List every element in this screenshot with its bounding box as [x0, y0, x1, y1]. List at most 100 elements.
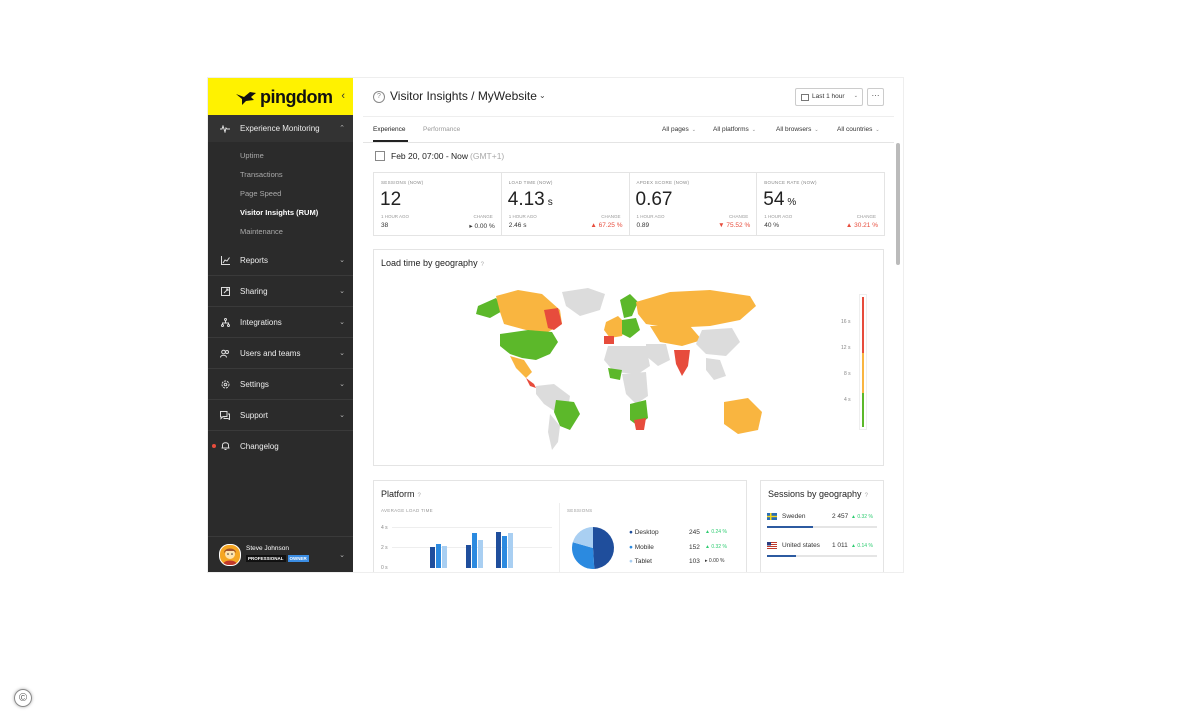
share-track — [767, 555, 877, 557]
legend-tick: 12 s — [841, 345, 851, 351]
subnav-transactions[interactable]: Transactions — [240, 170, 283, 179]
filter-label: All platforms — [713, 126, 749, 133]
stat-value: 4.13 s — [508, 189, 553, 211]
scrollbar[interactable] — [896, 143, 900, 265]
chat-icon — [220, 410, 230, 420]
stat-label: BOUNCE RATE (NOW) — [764, 180, 817, 185]
header: ? Visitor Insights / MyWebsite ⌄ Last 1 … — [353, 78, 903, 116]
change-value: 0.24 % — [711, 529, 727, 535]
stat-number: 4.13 — [507, 189, 545, 210]
change-value: 67.25 % — [598, 222, 623, 229]
chart-icon — [220, 255, 230, 265]
nav-sharing[interactable]: Sharing ⌄ — [208, 278, 353, 304]
user-menu[interactable]: Steve Johnson PROFESSIONAL OWNER ⌄ — [208, 536, 353, 572]
platform-name: Mobile — [634, 543, 654, 551]
sweden-flag-icon — [767, 513, 777, 520]
legend-tick: 16 s — [841, 319, 851, 325]
chevron-down-icon: ⌄ — [875, 127, 880, 133]
nav-support[interactable]: Support ⌄ — [208, 402, 353, 428]
subnav-visitor-insights[interactable]: Visitor Insights (RUM) — [240, 208, 319, 217]
map-region-alaska — [476, 298, 504, 318]
nav-settings[interactable]: Settings ⌄ — [208, 371, 353, 397]
legend-dot: ● — [629, 529, 635, 536]
stat-cell: BOUNCE RATE (NOW) 54% 1 HOUR AGO 40 % CHANGE… — [757, 173, 884, 235]
filter-label: All countries — [837, 126, 873, 133]
divider — [208, 306, 353, 307]
usa-flag-icon — [767, 542, 777, 549]
platform-sessions: 103 — [689, 558, 700, 565]
change-arrow-icon: ▲ — [705, 543, 712, 550]
subnav-maintenance[interactable]: Maintenance — [240, 227, 283, 236]
platform-bar — [502, 536, 507, 568]
experience-submenu: Uptime Transactions Page Speed Visitor I… — [208, 142, 353, 247]
pingdom-logo[interactable]: pingdom — [236, 87, 333, 108]
stat-change-label: CHANGE — [856, 214, 876, 219]
chevron-down-icon: ⌄ — [339, 257, 345, 264]
platform-change: ▸ 0.00 % — [705, 558, 724, 564]
map-region-scandinavia — [620, 294, 638, 318]
collapse-sidebar-icon[interactable]: ‹ — [341, 90, 345, 102]
stat-previous: 0.89 — [636, 222, 650, 229]
user-name: Steve Johnson — [246, 545, 290, 552]
nav-reports[interactable]: Reports ⌄ — [208, 247, 353, 273]
help-icon[interactable]: ? — [373, 91, 385, 103]
filter-platforms[interactable]: All platforms ⌄ — [713, 126, 756, 133]
logo-bar: pingdom ‹ — [208, 78, 353, 115]
date-range[interactable]: Feb 20, 07:00 - Now (GMT+1) — [375, 151, 504, 161]
divider — [559, 503, 560, 572]
help-icon[interactable]: ? — [480, 262, 484, 268]
chevron-down-icon[interactable]: ⌄ — [539, 91, 546, 100]
nav-users-and-teams[interactable]: Users and teams ⌄ — [208, 340, 353, 366]
tab-experience[interactable]: Experience — [373, 126, 406, 133]
stat-cell: SESSIONS (NOW) 12 1 HOUR AGO 38 CHANGE ▸ 0.00… — [374, 173, 502, 235]
stat-change: ▲ 30.21 % — [846, 222, 878, 229]
subnav-uptime[interactable]: Uptime — [240, 151, 264, 160]
change-arrow-icon: ▸ — [705, 558, 709, 564]
filter-pages[interactable]: All pages ⌄ — [662, 126, 696, 133]
subnav-page-speed[interactable]: Page Speed — [240, 189, 282, 198]
change-value: 75.52 % — [726, 222, 751, 229]
help-icon[interactable]: ? — [864, 493, 868, 499]
stat-previous: 40 % — [764, 222, 780, 229]
platform-bar — [478, 540, 483, 568]
map-region-south-africa — [634, 418, 646, 430]
divider — [208, 368, 353, 369]
stat-value: 0.67 — [636, 189, 676, 211]
stat-cell: APDEX SCORE (NOW) 0.67 1 HOUR AGO 0.89 CHANG… — [630, 173, 758, 235]
active-tab-indicator — [373, 140, 408, 142]
chevron-down-icon: ⌄ — [339, 412, 345, 419]
divider — [208, 399, 353, 400]
world-map[interactable] — [470, 280, 770, 455]
plan-badge: PROFESSIONAL — [246, 555, 286, 562]
platform-bar — [436, 544, 441, 568]
chevron-down-icon: ⌄ — [339, 381, 345, 388]
nav-integrations[interactable]: Integrations ⌄ — [208, 309, 353, 335]
map-region-greenland — [562, 288, 605, 316]
map-region-iberia — [604, 336, 614, 344]
help-icon[interactable]: ? — [417, 493, 421, 499]
filter-label: All browsers — [776, 126, 812, 133]
users-icon — [220, 348, 230, 358]
platform-name: Tablet — [634, 558, 652, 565]
filter-countries[interactable]: All countries ⌄ — [837, 126, 880, 133]
time-range-select[interactable]: Last 1 hour ⌄ — [795, 88, 863, 106]
bell-icon — [220, 441, 230, 451]
nav-changelog[interactable]: Changelog — [208, 433, 353, 459]
pie-legend-item: ● Tablet 103 ▸ 0.00 % — [629, 558, 729, 565]
copyright-icon[interactable]: © — [14, 689, 32, 707]
nav-experience-monitoring[interactable]: Experience Monitoring ⌃ — [208, 115, 353, 142]
map-region-china — [696, 328, 740, 356]
platform-sessions: 245 — [689, 529, 700, 536]
tab-performance[interactable]: Performance — [423, 126, 461, 133]
nav-label: Changelog — [240, 441, 279, 451]
page-title[interactable]: Visitor Insights / MyWebsite — [390, 89, 537, 103]
platform-change: ▲ 0.24 % — [705, 529, 727, 535]
session-count: 2 457 — [832, 513, 849, 520]
platform-card: Platform? AVERAGE LOAD TIME 4 s 2 s 0 s … — [373, 480, 747, 572]
divider — [208, 430, 353, 431]
filter-browsers[interactable]: All browsers ⌄ — [776, 126, 819, 133]
map-region-central-asia — [650, 326, 702, 346]
nav-label: Sharing — [240, 286, 268, 296]
more-options-button[interactable]: ··· — [867, 88, 884, 106]
platform-title: Platform — [381, 489, 415, 499]
